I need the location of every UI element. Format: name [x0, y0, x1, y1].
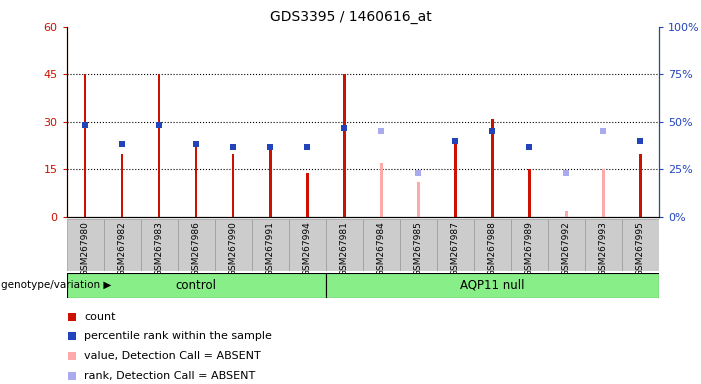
Text: GSM267985: GSM267985	[414, 222, 423, 276]
Text: GSM267982: GSM267982	[118, 222, 127, 276]
Bar	[195, 147, 198, 217]
Text: AQP11 null: AQP11 null	[460, 279, 524, 291]
Bar	[67, 219, 104, 271]
Bar	[602, 169, 605, 217]
Text: GSM267995: GSM267995	[636, 222, 645, 276]
Bar	[565, 211, 568, 217]
Text: genotype/variation ▶: genotype/variation ▶	[1, 280, 111, 290]
Text: rank, Detection Call = ABSENT: rank, Detection Call = ABSENT	[84, 371, 255, 381]
Text: value, Detection Call = ABSENT: value, Detection Call = ABSENT	[84, 351, 261, 361]
Bar	[454, 144, 456, 217]
Text: GSM267987: GSM267987	[451, 222, 460, 276]
Text: GSM267992: GSM267992	[562, 222, 571, 276]
Text: GSM267984: GSM267984	[376, 222, 386, 276]
Bar	[306, 173, 308, 217]
Bar	[232, 154, 235, 217]
Bar	[585, 219, 622, 271]
Bar	[121, 154, 123, 217]
Bar	[67, 273, 326, 298]
Bar	[326, 219, 363, 271]
Bar	[177, 219, 215, 271]
Bar	[104, 219, 141, 271]
Text: percentile rank within the sample: percentile rank within the sample	[84, 331, 272, 341]
Text: GSM267991: GSM267991	[266, 222, 275, 276]
Bar	[326, 273, 659, 298]
Text: count: count	[84, 312, 116, 322]
Bar	[639, 154, 641, 217]
Bar	[343, 74, 346, 217]
Bar	[380, 163, 383, 217]
Bar	[474, 219, 511, 271]
Bar	[158, 74, 161, 217]
Text: control: control	[176, 279, 217, 291]
Text: GSM267988: GSM267988	[488, 222, 497, 276]
Bar	[269, 151, 271, 217]
Bar	[289, 219, 326, 271]
Text: GSM267993: GSM267993	[599, 222, 608, 276]
Text: GSM267983: GSM267983	[155, 222, 163, 276]
Text: GSM267981: GSM267981	[340, 222, 349, 276]
Bar	[141, 219, 177, 271]
Bar	[491, 119, 494, 217]
Bar	[215, 219, 252, 271]
Bar	[528, 169, 531, 217]
Bar	[252, 219, 289, 271]
Bar	[437, 219, 474, 271]
Bar	[400, 219, 437, 271]
Text: GDS3395 / 1460616_at: GDS3395 / 1460616_at	[270, 10, 431, 23]
Text: GSM267994: GSM267994	[303, 222, 312, 276]
Bar	[622, 219, 659, 271]
Text: GSM267989: GSM267989	[525, 222, 534, 276]
Bar	[511, 219, 548, 271]
Bar	[363, 219, 400, 271]
Text: GSM267986: GSM267986	[191, 222, 200, 276]
Bar	[548, 219, 585, 271]
Text: GSM267980: GSM267980	[81, 222, 90, 276]
Text: GSM267990: GSM267990	[229, 222, 238, 276]
Bar	[417, 182, 420, 217]
Bar	[84, 74, 86, 217]
